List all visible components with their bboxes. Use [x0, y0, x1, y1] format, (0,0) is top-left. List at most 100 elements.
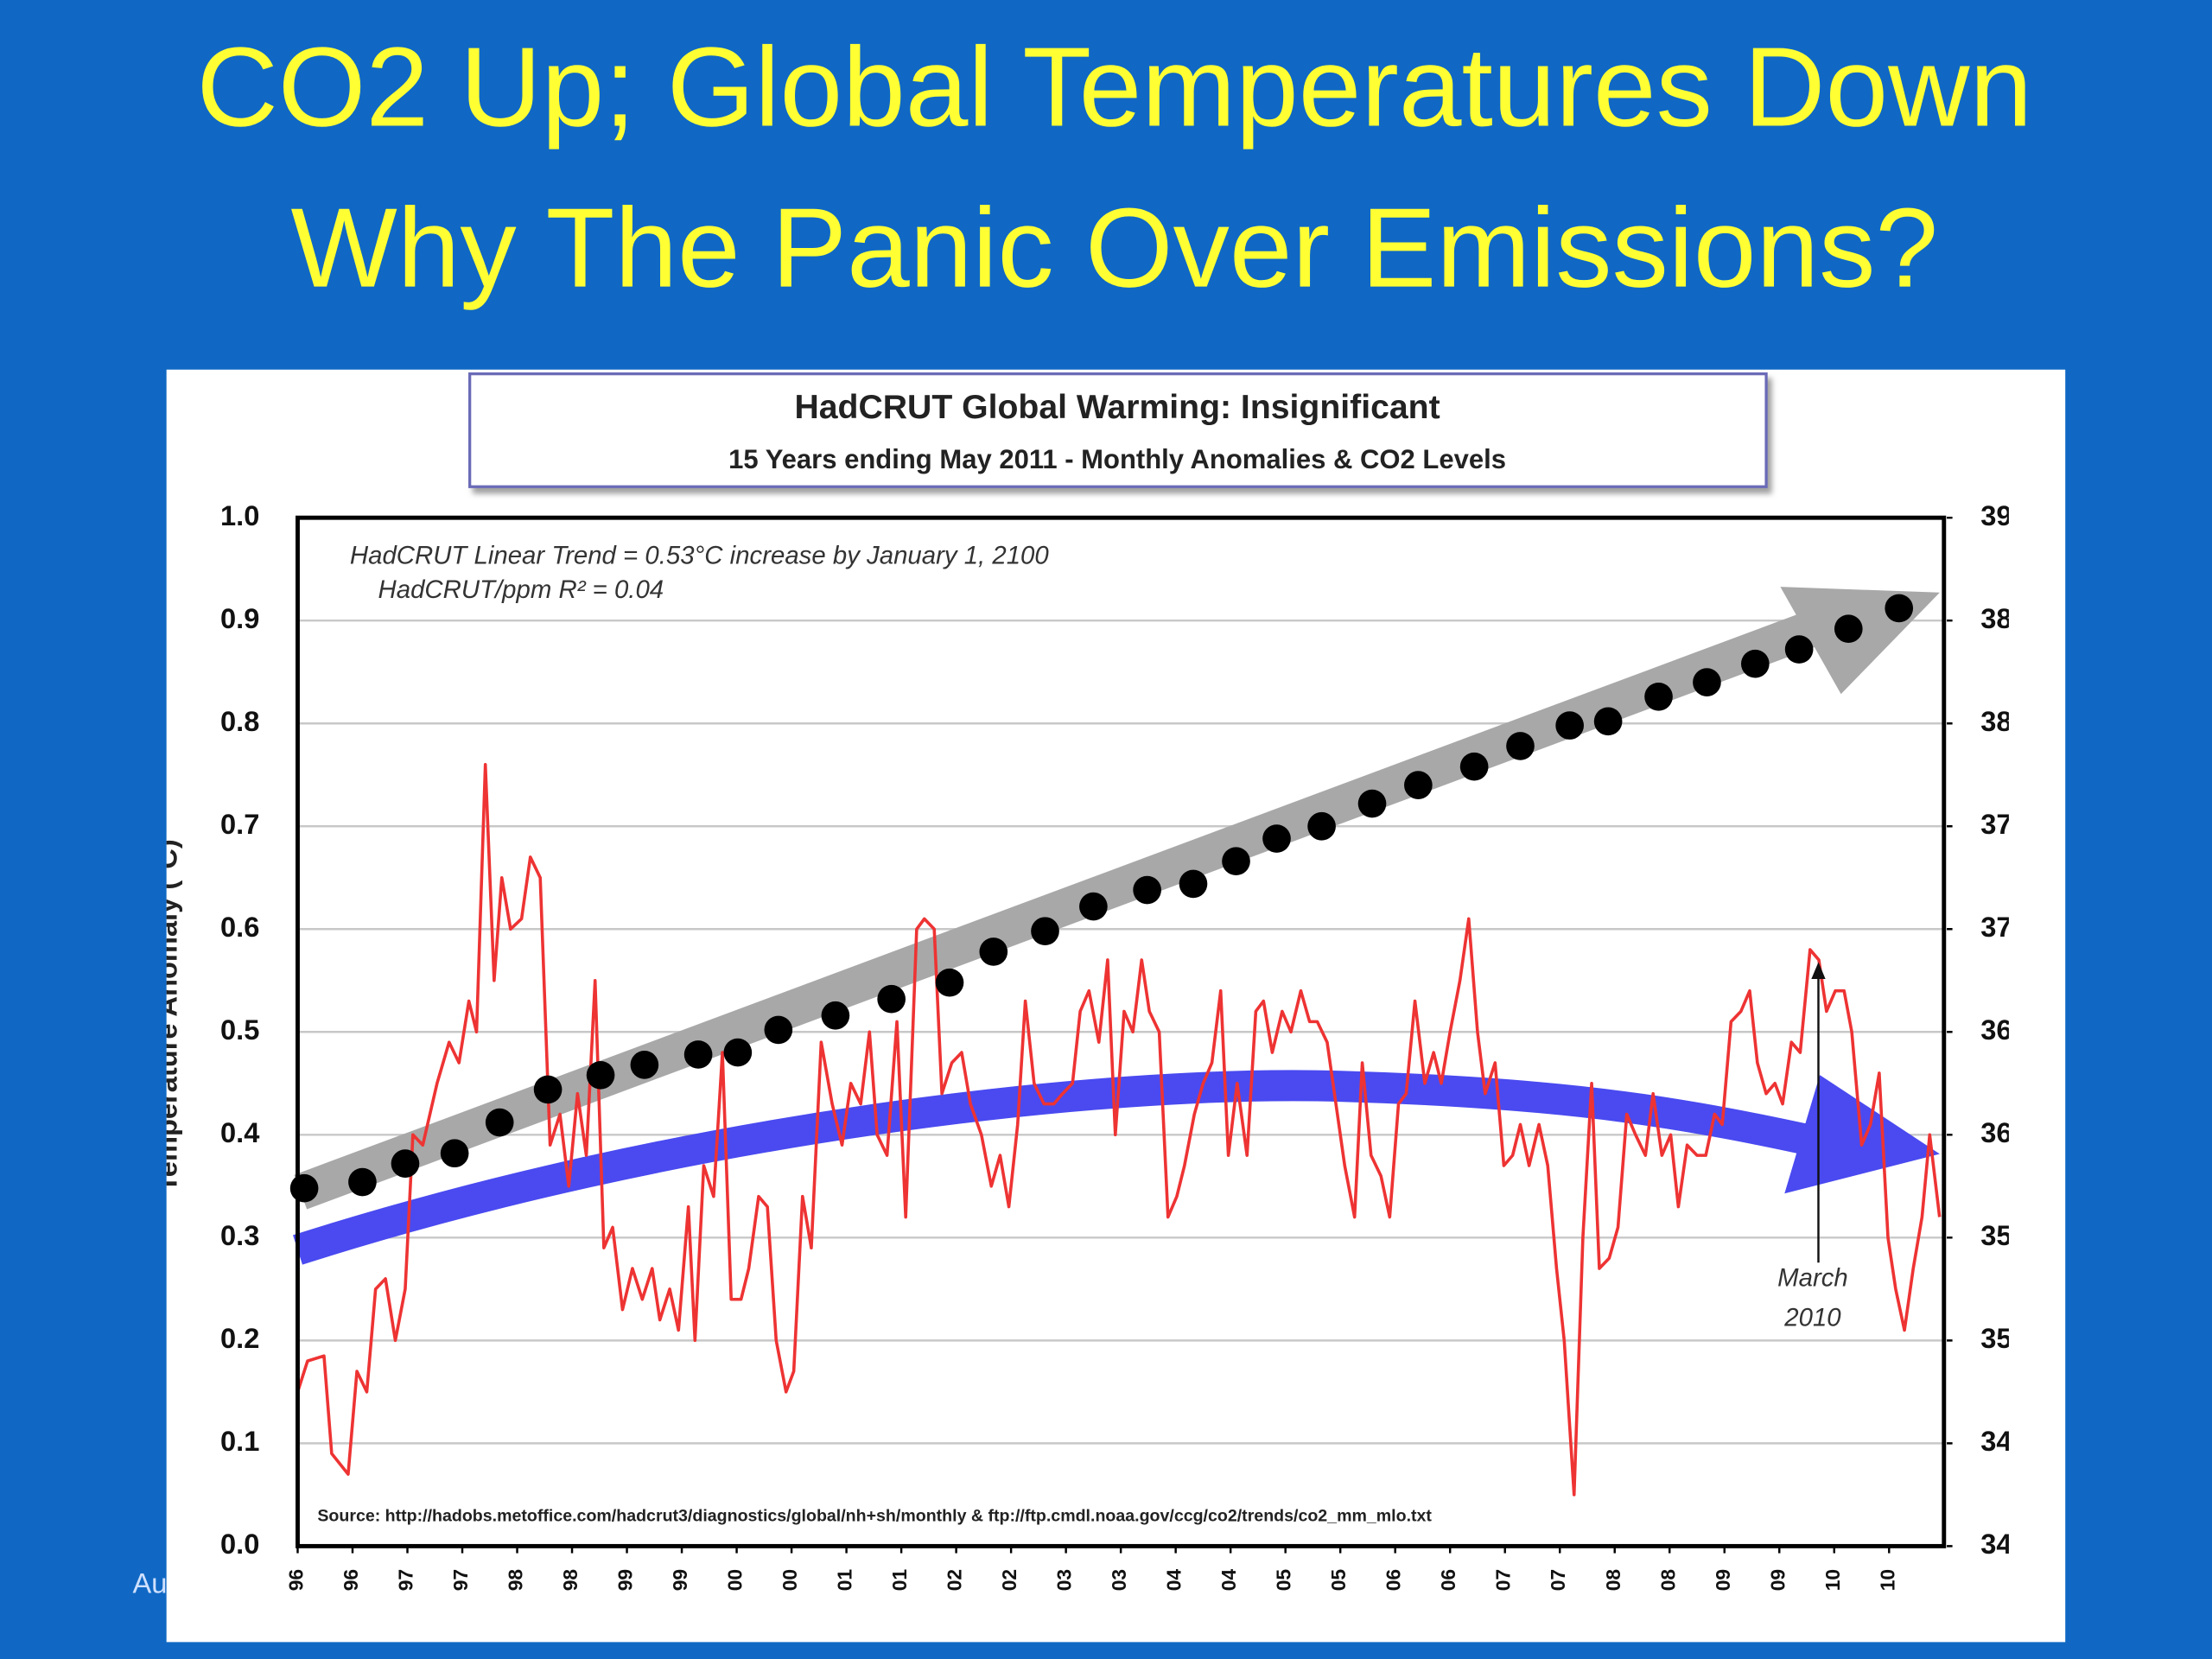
y2-tick-label: 345 [1980, 1425, 2027, 1457]
annotation: HadCRUT/ppm R² = 0.04 [378, 575, 664, 604]
y2-tick-label: 340 [1980, 1528, 2027, 1560]
y2-axis-group: 340 345 350 355 360 365 370 375 380 385 390 [1947, 499, 2027, 1560]
y-tick-label: 0.8 [220, 705, 259, 737]
co2-dot [821, 1001, 850, 1030]
y-tick-label: 0.4 [220, 1116, 259, 1148]
co2-dot [630, 1051, 659, 1079]
co2-dot [1357, 789, 1387, 818]
co2-dot [485, 1108, 514, 1137]
chart-panel [166, 369, 2066, 1643]
y-tick-label: 0.9 [220, 602, 259, 634]
co2-dot [1593, 707, 1623, 736]
y-tick-label: 0.6 [220, 911, 259, 943]
x-tick-label: 09 [1766, 1569, 1789, 1591]
marks-group [289, 594, 1942, 1497]
co2-dot [1262, 824, 1291, 853]
slide-title-line: CO2 Up; Global Temperatures Down [197, 24, 2033, 150]
x-tick-label: 01 [888, 1569, 911, 1592]
y2-tick-label: 370 [1980, 911, 2027, 943]
co2-dot [1133, 875, 1161, 905]
co2-dot [723, 1038, 753, 1067]
x-tick-label: 99 [614, 1569, 637, 1591]
x-tick-label: 01 [834, 1569, 856, 1592]
x-tick-label: 07 [1492, 1569, 1515, 1591]
x-tick-label: 00 [779, 1569, 801, 1591]
co2-dot [1693, 668, 1721, 696]
x-tick-label: 08 [1602, 1569, 1624, 1591]
x-tick-label: 04 [1217, 1569, 1240, 1592]
x-tick-label: 06 [1437, 1569, 1459, 1591]
co2-dot [1179, 869, 1208, 899]
co2-dot [1506, 732, 1535, 760]
co2-dot [1222, 847, 1250, 876]
x-tick-label: 96 [340, 1569, 362, 1591]
y2-tick-label: 380 [1980, 705, 2027, 737]
x-tick-label: 97 [449, 1569, 472, 1591]
y-tick-label: 0.5 [220, 1014, 259, 1046]
co2-dot [533, 1075, 563, 1104]
co2-dot [1079, 892, 1108, 921]
co2-dot [1031, 917, 1059, 945]
co2-dot [348, 1167, 377, 1197]
x-tick-label: 10 [1821, 1569, 1844, 1591]
chart-title: HadCRUT Global Warming: Insignificant [794, 389, 1440, 426]
footer-text: Au [132, 1567, 167, 1599]
x-tick-label: 03 [1053, 1569, 1076, 1591]
annotation: March [1777, 1264, 1848, 1293]
co2-dot [586, 1060, 615, 1090]
y-tick-label: 0.0 [220, 1528, 259, 1560]
y-tick-label: 0.2 [220, 1322, 259, 1354]
y-tick-label: 0.3 [220, 1219, 259, 1251]
y-label-group: Temperature Anomaly (°C) [151, 839, 183, 1192]
y2-tick-label: 390 [1980, 499, 2027, 531]
co2-dot [440, 1139, 469, 1168]
x-tick-label: 08 [1656, 1569, 1679, 1591]
annotation-arrowhead [1811, 962, 1826, 980]
x-tick-label: 02 [998, 1569, 1020, 1591]
y-axis-label: Temperature Anomaly (°C) [151, 839, 183, 1192]
x-tick-label: 02 [944, 1569, 966, 1591]
y2-tick-label: 360 [1980, 1116, 2027, 1148]
co2-dot [1404, 771, 1433, 799]
co2-dot [289, 1173, 319, 1203]
y2-tick-label: 365 [1980, 1014, 2027, 1046]
slide-title-line: Why The Panic Over Emissions? [290, 185, 1938, 311]
co2-dot [1459, 752, 1489, 781]
x-tick-label: 97 [395, 1569, 417, 1591]
y2-tick-label: 385 [1980, 602, 2027, 634]
chart-subtitle: 15 Years ending May 2011 - Monthly Anoma… [728, 444, 1506, 474]
x-tick-label: 10 [1876, 1569, 1898, 1591]
x-tick-label: 05 [1327, 1569, 1350, 1592]
co2-dot [1740, 649, 1770, 678]
source-note: Source: http://hadobs.metoffice.com/hadc… [317, 1506, 1432, 1525]
x-tick-label: 05 [1273, 1569, 1295, 1592]
co2-dot [391, 1149, 420, 1178]
annotation: 2010 [1783, 1303, 1841, 1332]
co2-dot [683, 1040, 713, 1069]
y-tick-label: 0.1 [220, 1425, 259, 1457]
co2-dot [1307, 811, 1336, 841]
co2-dot [935, 968, 964, 997]
x-tick-label: 96 [285, 1569, 308, 1591]
x-tick-label: 00 [724, 1569, 747, 1591]
x-tick-label: 99 [669, 1569, 691, 1591]
co2-dot [1885, 594, 1914, 623]
co2-dot [764, 1015, 793, 1045]
x-tick-label: 06 [1382, 1569, 1405, 1591]
y2-tick-label: 375 [1980, 808, 2027, 840]
y-tick-label: 1.0 [220, 499, 259, 531]
temperature-line [296, 763, 1942, 1497]
x-tick-label: 09 [1712, 1569, 1734, 1591]
co2-dot [1555, 711, 1584, 740]
x-tick-label: 98 [505, 1569, 527, 1591]
chart-title-box [468, 372, 1768, 488]
co2-dot [1834, 614, 1863, 644]
x-tick-label: 07 [1547, 1569, 1569, 1591]
x-tick-label: 98 [559, 1569, 582, 1591]
y-tick-label: 0.7 [220, 808, 259, 840]
co2-dot [1644, 682, 1673, 711]
y2-tick-label: 355 [1980, 1219, 2027, 1251]
co2-dot [979, 938, 1008, 966]
x-tick-label: 03 [1108, 1569, 1130, 1591]
